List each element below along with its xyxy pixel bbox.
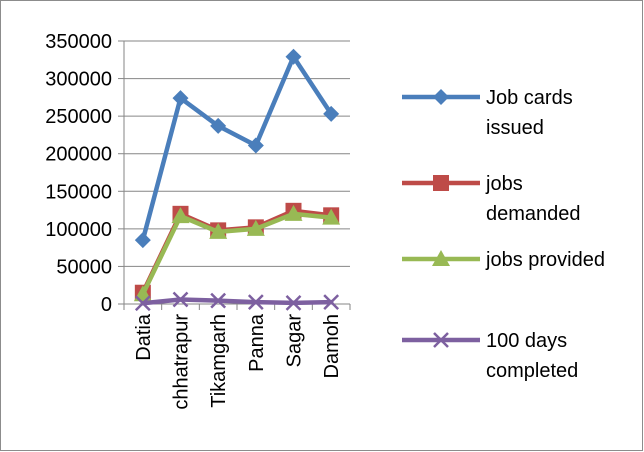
legend-label: Job cards issued bbox=[486, 87, 573, 139]
y-tick-label: 250000 bbox=[45, 106, 112, 128]
y-tick-labels: 0 50000 100000 150000 200000 250000 300000 3500… bbox=[45, 31, 112, 316]
data-point bbox=[134, 232, 151, 249]
y-tick-label: 300000 bbox=[45, 69, 112, 91]
data-point bbox=[172, 90, 189, 107]
legend-entry: Job cards issued bbox=[402, 87, 573, 139]
data-point bbox=[172, 291, 189, 308]
x-tick-labels: Datia chhatrapur Tikamgarh Panna Sagar Damoh bbox=[133, 313, 343, 409]
data-point bbox=[285, 294, 302, 311]
series-2 bbox=[133, 204, 341, 302]
x-tick-label: Sagar bbox=[284, 314, 306, 368]
series-line bbox=[140, 297, 334, 306]
legend-marker bbox=[433, 332, 449, 348]
series-line bbox=[140, 208, 334, 295]
y-tick-label: 50000 bbox=[56, 256, 112, 278]
data-point bbox=[247, 294, 264, 311]
legend-label: jobs provided bbox=[485, 249, 605, 271]
data-point bbox=[210, 292, 227, 309]
data-point bbox=[247, 137, 264, 154]
data-point bbox=[323, 294, 340, 311]
legend-entry: jobs demanded bbox=[402, 173, 581, 225]
data-point bbox=[209, 222, 228, 239]
x-tick-label: Panna bbox=[246, 313, 268, 372]
grid-layer bbox=[124, 40, 350, 267]
data-point bbox=[322, 208, 341, 225]
legend-marker bbox=[433, 89, 449, 105]
x-tick-label: Datia bbox=[133, 313, 155, 361]
series-line bbox=[140, 211, 334, 297]
data-point bbox=[323, 105, 340, 122]
data-point bbox=[210, 117, 227, 134]
y-tick-label: 100000 bbox=[45, 219, 112, 241]
x-tick-label: Tikamgarh bbox=[208, 314, 230, 408]
y-tick-label: 150000 bbox=[45, 181, 112, 203]
y-tick-label: 350000 bbox=[45, 31, 112, 53]
data-point bbox=[246, 219, 265, 236]
series-3 bbox=[134, 291, 340, 312]
data-point bbox=[171, 207, 190, 224]
series-0 bbox=[134, 48, 340, 249]
data-point bbox=[285, 48, 302, 65]
legend-entry: jobs provided bbox=[402, 249, 605, 271]
x-tick-label: Damoh bbox=[321, 314, 343, 378]
legend-marker bbox=[432, 250, 450, 266]
legend-marker bbox=[433, 175, 449, 191]
series-layer bbox=[133, 48, 341, 312]
data-point bbox=[134, 295, 151, 312]
series-line bbox=[140, 54, 334, 243]
data-point bbox=[284, 204, 303, 221]
y-tick-label: 200000 bbox=[45, 144, 112, 166]
legend-label: 100 days completed bbox=[486, 330, 578, 382]
y-tick-label: 0 bbox=[101, 294, 112, 316]
legend-label: jobs demanded bbox=[485, 173, 581, 225]
legend: Job cards issued jobs demanded jobs provided… bbox=[402, 87, 605, 382]
x-tick-label: chhatrapur bbox=[171, 314, 193, 410]
legend-entry: 100 days completed bbox=[402, 330, 578, 382]
